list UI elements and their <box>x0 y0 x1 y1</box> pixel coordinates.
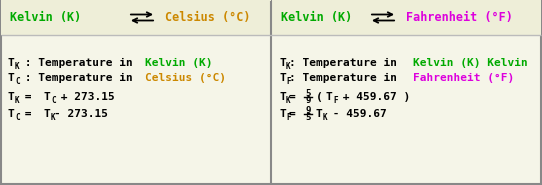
Text: Kelvin (K): Kelvin (K) <box>10 11 81 24</box>
Bar <box>1 0 271 35</box>
Text: Celsius (°C): Celsius (°C) <box>165 11 250 24</box>
Text: C: C <box>15 77 20 86</box>
Text: K: K <box>15 96 20 105</box>
Text: Fahrenheit (°F): Fahrenheit (°F) <box>406 11 513 24</box>
Text: 5: 5 <box>305 113 311 122</box>
Text: K: K <box>286 62 291 71</box>
Text: F: F <box>286 113 291 122</box>
Text: =: = <box>18 92 45 102</box>
Text: Kelvin (K) Kelvin: Kelvin (K) Kelvin <box>413 58 528 68</box>
Text: K: K <box>323 113 327 122</box>
Text: Fahrenheit (°F): Fahrenheit (°F) <box>413 73 514 83</box>
Text: : Temperature in: : Temperature in <box>289 58 404 68</box>
Text: + 273.15: + 273.15 <box>54 92 115 102</box>
Text: Kelvin (K): Kelvin (K) <box>281 11 352 24</box>
Bar <box>272 0 541 35</box>
Text: F: F <box>333 96 338 105</box>
Text: T: T <box>8 73 15 83</box>
Text: T: T <box>279 58 286 68</box>
Text: F: F <box>286 77 291 86</box>
Text: K: K <box>286 96 291 105</box>
Text: T: T <box>8 58 15 68</box>
Text: : Temperature in: : Temperature in <box>289 73 404 83</box>
Text: T: T <box>8 109 15 119</box>
Text: C: C <box>15 113 20 122</box>
Text: - 273.15: - 273.15 <box>54 109 108 119</box>
Text: 9: 9 <box>305 96 311 105</box>
Text: =: = <box>18 109 45 119</box>
Text: - 459.67: - 459.67 <box>326 109 387 119</box>
Text: C: C <box>51 96 56 105</box>
Text: T: T <box>279 73 286 83</box>
Text: 9: 9 <box>305 106 311 115</box>
Text: T: T <box>44 92 51 102</box>
Text: T: T <box>8 92 15 102</box>
Text: T: T <box>326 92 333 102</box>
Text: =: = <box>289 92 302 102</box>
Text: T: T <box>279 92 286 102</box>
Text: : Temperature in: : Temperature in <box>18 58 139 68</box>
Text: T: T <box>316 109 322 119</box>
Text: + 459.67 ): + 459.67 ) <box>336 92 410 102</box>
Text: (: ( <box>316 92 330 102</box>
Text: K: K <box>51 113 56 122</box>
Text: =: = <box>289 109 302 119</box>
Text: 5: 5 <box>305 89 311 98</box>
Text: Kelvin (K): Kelvin (K) <box>145 58 212 68</box>
Text: K: K <box>15 62 20 71</box>
Text: T: T <box>44 109 51 119</box>
Text: Celsius (°C): Celsius (°C) <box>145 73 226 83</box>
Text: : Temperature in: : Temperature in <box>18 73 139 83</box>
Text: T: T <box>279 109 286 119</box>
